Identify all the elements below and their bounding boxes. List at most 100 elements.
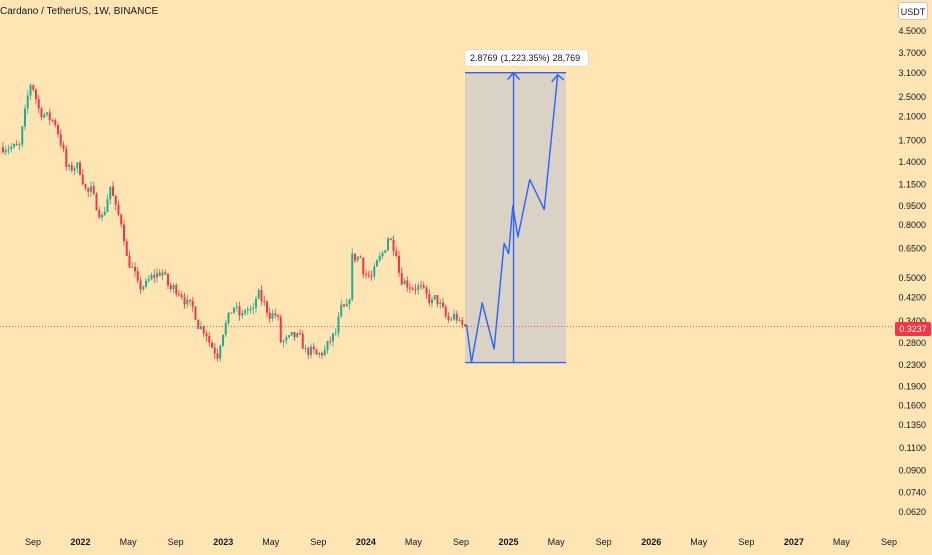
candle-body: [376, 260, 378, 267]
x-tick-label: May: [548, 537, 566, 547]
candle-body: [244, 310, 246, 314]
candle-body: [219, 345, 222, 359]
projection-arrowhead: [551, 73, 565, 83]
candle-body: [241, 313, 244, 316]
candle-body: [81, 174, 84, 185]
candle-body: [458, 320, 461, 322]
candle-body: [255, 298, 257, 308]
candle-body: [268, 312, 271, 319]
y-tick-label: 0.2300: [898, 360, 926, 370]
candle-body: [169, 285, 172, 290]
candle-body: [18, 144, 21, 146]
candle-body: [387, 238, 389, 251]
projection-path[interactable]: [465, 74, 559, 364]
x-tick-label: 2024: [356, 537, 376, 547]
y-tick-label: 3.1000: [898, 68, 926, 78]
candle-body: [409, 287, 411, 289]
candle-body: [208, 335, 211, 343]
measure-zone: [465, 72, 567, 363]
candle-body: [106, 199, 109, 212]
candle-body: [461, 320, 464, 325]
candle-body: [125, 241, 128, 256]
current-price-badge: 0.3237: [895, 322, 931, 336]
candle-body: [167, 274, 169, 286]
candle-body: [389, 238, 392, 241]
candle-body: [128, 255, 131, 268]
candle-body: [395, 250, 398, 256]
candle-body: [153, 274, 156, 278]
candle-body: [84, 184, 87, 189]
candle-body: [139, 280, 142, 290]
candle-body: [439, 302, 442, 305]
y-tick-label: 0.2800: [898, 338, 926, 348]
y-tick-label: 1.4000: [898, 157, 926, 167]
candle-body: [175, 284, 178, 295]
x-tick-label: 2026: [641, 537, 661, 547]
candle-body: [194, 306, 197, 320]
candle-body: [29, 85, 32, 96]
candle-body: [310, 346, 312, 355]
x-tick-label: May: [262, 537, 280, 547]
y-tick-label: 0.3400: [898, 316, 926, 326]
candle-body: [417, 285, 420, 290]
candle-body: [431, 299, 433, 303]
x-tick-label: 2025: [499, 537, 519, 547]
candle-body: [76, 162, 79, 169]
candle-body: [216, 353, 219, 359]
candle-body: [213, 347, 216, 354]
candle-body: [227, 312, 230, 323]
candle-body: [65, 148, 68, 167]
candle-body: [26, 95, 29, 109]
candle-body: [362, 257, 365, 275]
measure-ticks: 28,769: [552, 53, 581, 63]
candle-body: [271, 313, 274, 319]
x-tick-label: Sep: [25, 537, 41, 547]
candle-body: [90, 186, 92, 192]
candle-body: [403, 280, 406, 285]
candle-body: [134, 267, 136, 272]
candle-body: [351, 253, 354, 300]
candle-body: [131, 267, 134, 269]
candle-body: [59, 134, 62, 145]
x-tick-label: 2027: [784, 537, 804, 547]
candle-body: [120, 214, 123, 225]
currency-selector[interactable]: USDT: [898, 2, 928, 20]
y-tick-label: 0.0740: [898, 487, 926, 497]
x-tick-label: Sep: [310, 537, 326, 547]
measure-label: 2.8769 (1,223.35%) 28,769: [465, 50, 589, 66]
candle-body: [37, 99, 40, 109]
candle-body: [354, 253, 356, 261]
candle-body: [348, 299, 351, 305]
candle-body: [222, 334, 224, 346]
y-tick-label: 0.0900: [898, 465, 926, 475]
y-tick-label: 0.4200: [898, 292, 926, 302]
candle-body: [15, 144, 18, 146]
y-tick-label: 3.7000: [898, 48, 926, 58]
candle-body: [257, 290, 260, 299]
candle-body: [109, 186, 112, 200]
measure-percent-change: (1,223.35%): [500, 53, 550, 63]
candle-body: [296, 333, 299, 337]
candle-body: [326, 341, 329, 350]
candle-body: [51, 119, 54, 121]
candle-body: [318, 353, 321, 355]
candle-body: [433, 295, 436, 300]
candle-body: [315, 349, 318, 355]
candle-body: [293, 332, 296, 337]
candle-body: [10, 146, 13, 149]
candle-body: [263, 300, 266, 302]
candle-body: [279, 316, 282, 343]
candle-body: [211, 342, 213, 348]
x-tick-label: May: [120, 537, 138, 547]
x-tick-label: Sep: [596, 537, 612, 547]
candle-body: [95, 193, 98, 211]
candle-body: [62, 144, 65, 149]
candle-body: [136, 271, 139, 281]
x-tick-label: 2022: [71, 537, 91, 547]
candle-body: [447, 316, 450, 320]
candle-body: [73, 168, 76, 171]
measure-price-change: 2.8769: [470, 53, 498, 63]
candle-body: [285, 337, 288, 341]
